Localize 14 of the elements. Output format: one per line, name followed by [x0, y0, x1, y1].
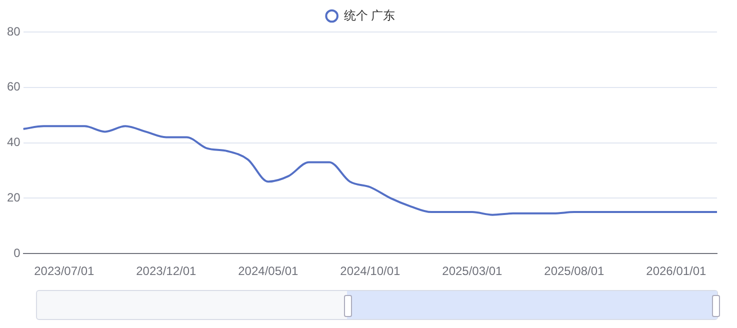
x-tick-label: 2024/05/01: [238, 264, 299, 278]
y-tick-label: 60: [6, 80, 21, 94]
x-tick-label: 2025/08/01: [544, 264, 605, 278]
x-tick-label: 2023/07/01: [34, 264, 95, 278]
y-tick-label: 40: [6, 135, 21, 150]
line-series: [22, 125, 718, 216]
y-tick-label: 0: [14, 246, 21, 260]
x-tick-label: 2025/03/01: [442, 264, 503, 278]
y-tick-label: 20: [6, 190, 21, 205]
x-tick-label: 2023/12/01: [136, 264, 197, 278]
x-tick-label: 2024/10/01: [340, 264, 401, 278]
legend-label: 统个 广东: [344, 8, 396, 22]
y-tick-label: 80: [6, 24, 21, 38]
x-tick-label: 2026/01/01: [646, 264, 707, 278]
